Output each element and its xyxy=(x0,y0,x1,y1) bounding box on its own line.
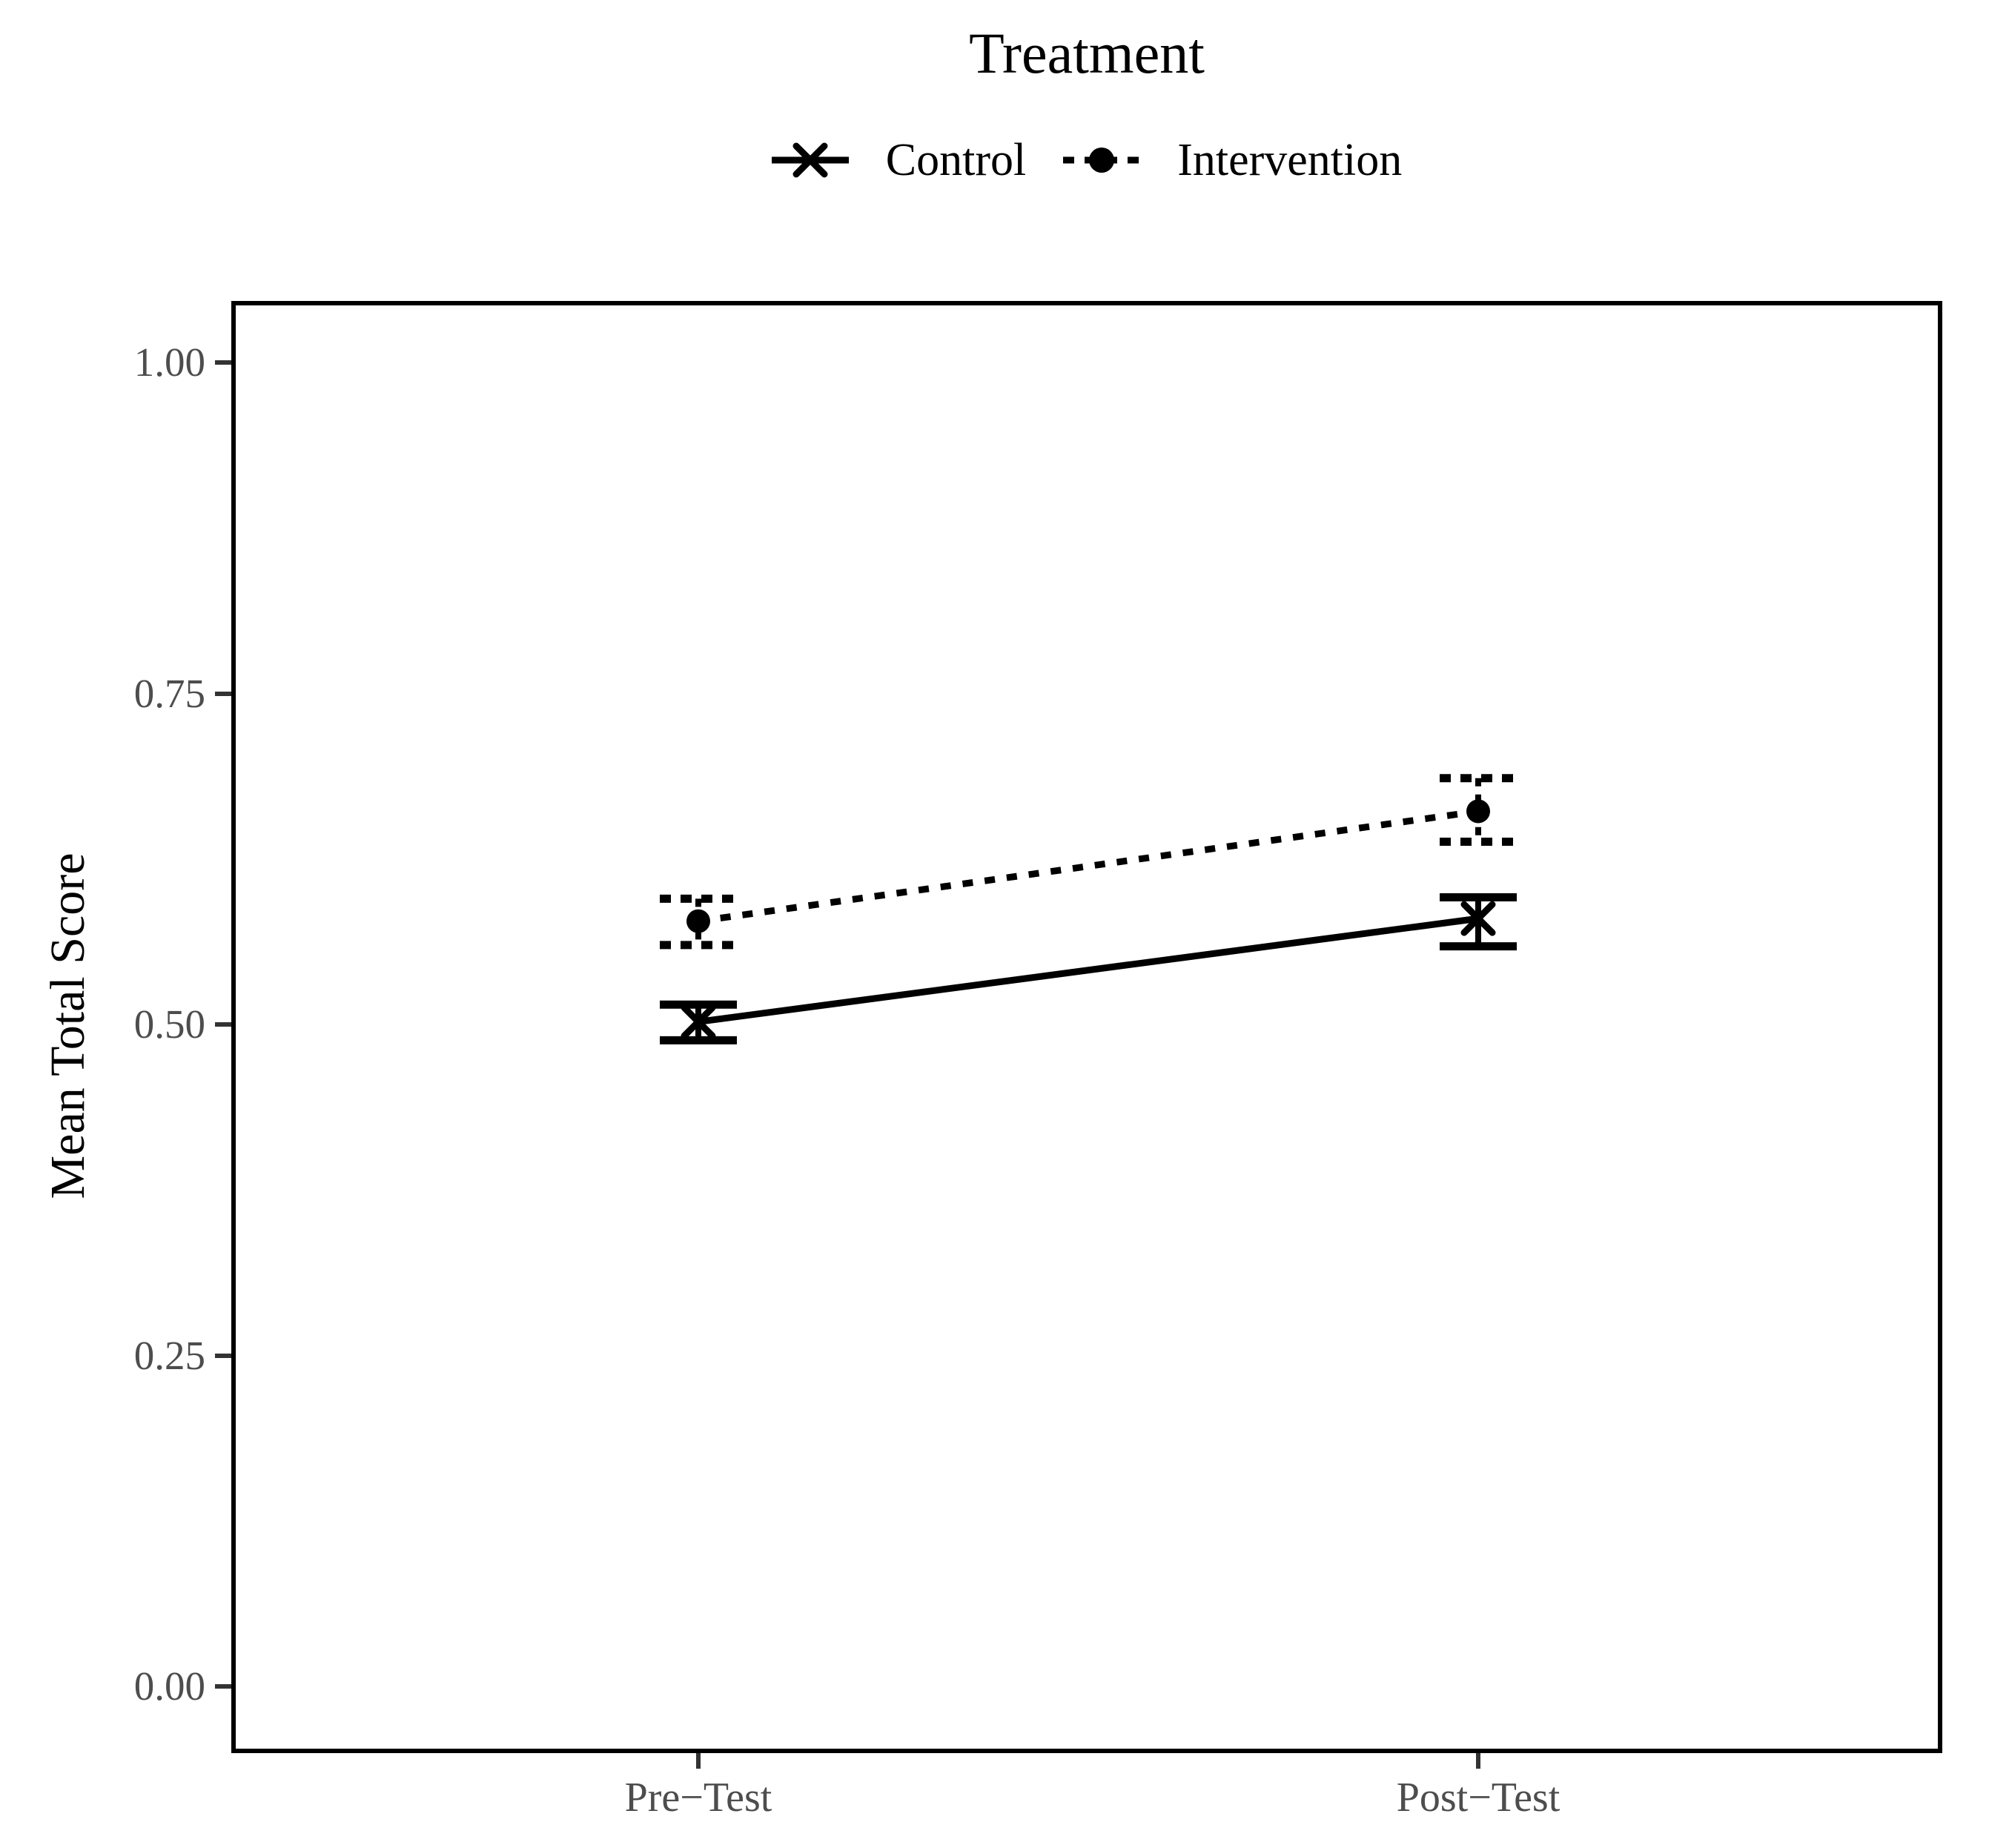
y-tick-mark xyxy=(215,1684,231,1689)
plot-canvas xyxy=(660,774,1517,1044)
intervention-legend-key-icon xyxy=(1063,148,1141,173)
y-tick-label: 1.00 xyxy=(133,340,205,385)
x-tick-label: Pre−Test xyxy=(624,1775,772,1821)
y-tick-label: 0.75 xyxy=(133,670,205,716)
control-x-marker xyxy=(681,1004,716,1039)
y-tick-mark xyxy=(215,691,231,696)
legend-items: Control Intervention xyxy=(771,130,1402,190)
intervention-line xyxy=(698,807,1479,925)
y-tick-mark xyxy=(215,1353,231,1358)
y-tick-label: 0.25 xyxy=(133,1332,205,1378)
legend: Treatment Control Intervention xyxy=(231,0,1942,190)
y-tick-mark xyxy=(215,360,231,365)
plot-panel xyxy=(231,301,1942,1753)
legend-item-intervention: Intervention xyxy=(1063,132,1402,188)
control-line xyxy=(698,915,1479,1025)
control-legend-key-icon xyxy=(771,142,849,178)
legend-item-control: Control xyxy=(771,132,1027,188)
legend-label-intervention: Intervention xyxy=(1177,135,1403,185)
y-tick-label: 0.00 xyxy=(133,1663,205,1709)
intervention-circle-marker xyxy=(686,909,710,933)
x-tick-label: Post−Test xyxy=(1396,1775,1561,1821)
control-x-marker xyxy=(1460,901,1496,936)
intervention-circle-marker xyxy=(1466,799,1490,824)
y-tick-label: 0.50 xyxy=(133,1001,205,1047)
x-tick-mark xyxy=(696,1753,701,1769)
legend-label-control: Control xyxy=(885,135,1027,185)
legend-title: Treatment xyxy=(969,21,1205,85)
y-tick-mark xyxy=(215,1022,231,1027)
x-tick-mark xyxy=(1476,1753,1480,1769)
